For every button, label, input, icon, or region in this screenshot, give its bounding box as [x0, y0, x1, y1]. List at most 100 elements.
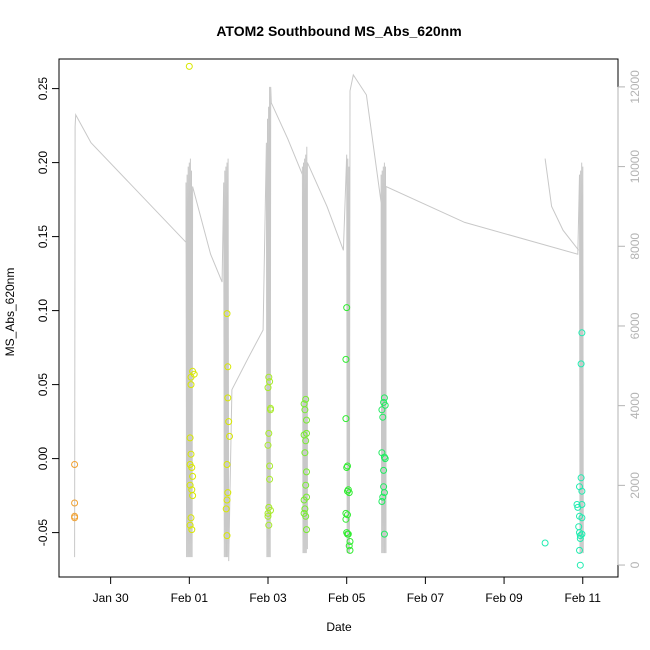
data-point — [224, 363, 232, 371]
data-point — [576, 532, 584, 540]
data-point — [302, 481, 310, 489]
data-point — [576, 561, 584, 569]
x-tick-label: Feb 09 — [485, 591, 523, 605]
data-point — [224, 489, 232, 497]
data-point — [381, 401, 389, 409]
y2-tick-label: 8000 — [628, 233, 642, 260]
x-tick-label: Feb 11 — [565, 591, 602, 605]
data-point — [345, 489, 353, 497]
data-point — [342, 515, 350, 523]
data-point — [187, 381, 195, 389]
data-point — [380, 394, 388, 402]
x-axis: Jan 30 Feb 01 Feb 03 Feb 05 Feb 07 Feb 09 Feb … — [93, 576, 602, 605]
data-point — [303, 526, 310, 534]
data-point — [346, 546, 354, 554]
y2-tick-label: 0 — [628, 561, 642, 568]
data-point — [573, 501, 581, 508]
data-point — [302, 395, 310, 403]
data-point — [380, 466, 388, 474]
data-point — [71, 499, 79, 507]
data-point — [342, 355, 350, 363]
data-point — [223, 461, 231, 468]
x-tick-label: Feb 01 — [171, 591, 209, 605]
data-point — [266, 475, 274, 483]
y2-tick-label: 10000 — [628, 150, 642, 184]
data-point — [303, 493, 310, 501]
data-point — [265, 521, 273, 529]
data-point — [186, 434, 194, 442]
data-point — [267, 406, 274, 414]
data-point — [302, 437, 310, 445]
data-point — [189, 472, 197, 480]
data-point — [187, 450, 195, 458]
plot-frame — [58, 58, 619, 578]
data-point — [266, 462, 274, 470]
data-point — [381, 455, 389, 463]
x-tick-label: Feb 07 — [407, 591, 445, 605]
data-point — [574, 503, 582, 511]
x-axis-label: Date — [326, 620, 352, 634]
y-axis-left: -0.05 0.00 0.05 0.10 0.15 0.20 0.25 — [36, 77, 60, 547]
data-point — [71, 461, 79, 468]
chart-title: ATOM2 Southbound MS_Abs_620nm — [216, 23, 461, 39]
data-point — [302, 512, 310, 520]
data-point — [223, 496, 231, 504]
y-tick-label: 0.15 — [36, 225, 50, 249]
data-point — [188, 464, 196, 471]
y2-tick-label: 6000 — [628, 312, 642, 339]
depth-line — [544, 158, 580, 251]
data-point — [186, 481, 194, 489]
data-point — [345, 542, 353, 550]
data-point — [265, 429, 273, 437]
data-point — [301, 449, 309, 457]
x-tick-label: Feb 03 — [249, 591, 287, 605]
data-point — [224, 394, 232, 402]
data-point — [187, 373, 195, 381]
data-point — [578, 530, 586, 538]
data-point — [223, 532, 231, 540]
data-point — [576, 535, 584, 542]
data-point — [188, 526, 196, 534]
x-tick-label: Jan 30 — [93, 591, 129, 605]
data-point — [378, 498, 386, 505]
data-point — [225, 418, 233, 426]
data-point — [185, 62, 193, 70]
y2-tick-label: 4000 — [628, 392, 642, 419]
data-point — [264, 384, 272, 392]
data-point — [346, 538, 354, 545]
data-point — [344, 511, 351, 519]
y-axis-label: MS_Abs_620nm — [3, 268, 17, 357]
y2-tick-label: 2000 — [628, 472, 642, 499]
y-axis-right: 0 2000 4000 6000 8000 10000 12000 — [617, 70, 642, 568]
data-point — [576, 546, 583, 554]
y-tick-label: 0.00 — [36, 447, 50, 471]
data-point — [264, 512, 272, 520]
data-point — [343, 464, 351, 471]
data-point — [303, 416, 310, 424]
data-point — [577, 474, 585, 482]
data-point — [265, 373, 273, 381]
data-point — [380, 530, 388, 538]
data-point — [186, 521, 194, 529]
x-tick-label: Feb 05 — [328, 591, 366, 605]
data-point — [541, 539, 549, 547]
data-point — [379, 413, 387, 421]
data-point — [578, 329, 586, 337]
data-point — [223, 310, 231, 318]
data-point — [380, 489, 388, 497]
y-tick-label: 0.05 — [36, 373, 50, 397]
data-point — [222, 505, 230, 513]
y2-tick-label: 12000 — [628, 70, 642, 104]
data-point — [264, 441, 272, 449]
points-layer — [71, 62, 586, 569]
y-tick-label: 0.20 — [36, 151, 50, 175]
data-point — [301, 505, 309, 513]
data-point — [189, 492, 197, 500]
data-point — [343, 304, 351, 312]
data-point — [378, 406, 386, 414]
y-tick-label: -0.05 — [36, 519, 50, 547]
data-point — [226, 432, 233, 440]
data-point — [303, 429, 310, 437]
depth-line — [74, 73, 584, 562]
data-point — [344, 530, 352, 538]
